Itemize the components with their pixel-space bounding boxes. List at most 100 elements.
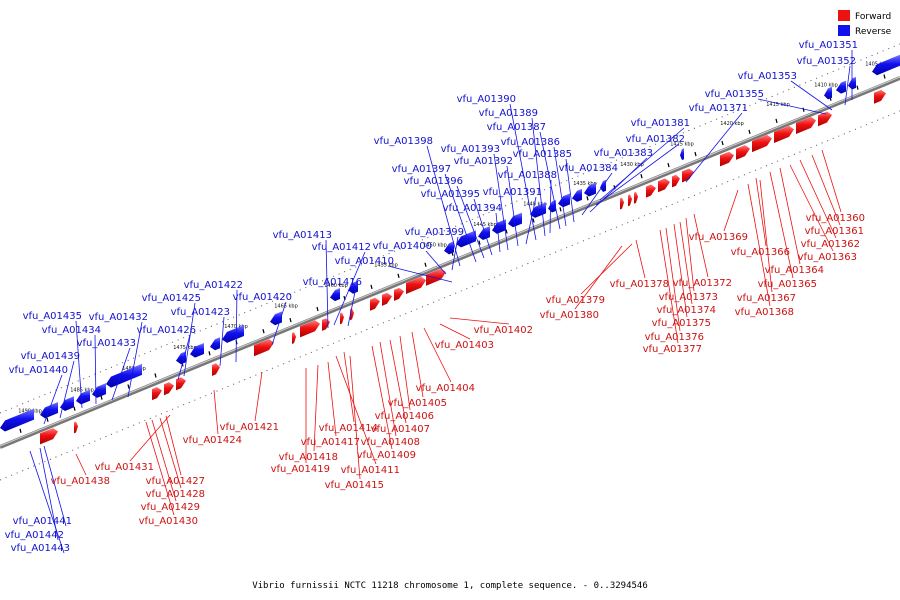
reverse-gene-label[interactable]: vfu_A01381 — [599, 118, 690, 201]
forward-gene-label[interactable]: vfu_A01428 — [146, 417, 205, 500]
gene-arrow[interactable] — [210, 337, 220, 351]
reverse-gene-label[interactable]: vfu_A01412 — [312, 242, 371, 326]
reverse-gene-label[interactable]: vfu_A01413 — [273, 230, 332, 329]
gene-arrow[interactable] — [456, 230, 476, 248]
gene-arrow[interactable] — [836, 80, 846, 94]
reverse-gene-label[interactable]: vfu_A01441 — [13, 445, 72, 527]
reverse-gene-label[interactable]: vfu_A01398 — [374, 136, 461, 267]
forward-gene-label[interactable]: vfu_A01409 — [357, 345, 416, 461]
reverse-gene-label[interactable]: vfu_A01399 — [405, 227, 464, 271]
reverse-gene-label[interactable]: vfu_A01386 — [501, 137, 567, 227]
gene-arrow[interactable] — [370, 297, 380, 311]
reverse-gene-label[interactable]: vfu_A01352 — [797, 56, 856, 106]
gene-arrow[interactable] — [300, 320, 320, 338]
reverse-gene-label[interactable]: vfu_A01383 — [589, 148, 653, 213]
reverse-gene-label[interactable]: vfu_A01387 — [487, 122, 561, 230]
gene-arrow[interactable] — [824, 86, 832, 100]
reverse-gene-label[interactable]: vfu_A01389 — [479, 108, 546, 237]
gene-arrow[interactable] — [92, 383, 106, 398]
forward-gene-label[interactable]: vfu_A01418 — [279, 364, 338, 463]
forward-gene-label[interactable]: vfu_A01364 — [765, 167, 824, 276]
gene-arrow[interactable] — [74, 421, 78, 434]
reverse-gene-label[interactable]: vfu_A01394 — [443, 203, 502, 253]
gene-arrow[interactable] — [548, 199, 556, 213]
gene-arrow[interactable] — [620, 197, 624, 210]
gene-arrow[interactable] — [270, 311, 282, 326]
reverse-gene-label[interactable]: vfu_A01435 — [23, 311, 83, 409]
reverse-gene-label[interactable]: vfu_A01385 — [513, 149, 575, 223]
forward-gene-label[interactable]: vfu_A01372 — [673, 213, 732, 289]
gene-arrow[interactable] — [406, 276, 426, 294]
forward-gene-label[interactable]: vfu_A01367 — [737, 179, 796, 304]
gene-arrow[interactable] — [190, 342, 204, 358]
reverse-gene-label[interactable]: vfu_A01353 — [738, 71, 833, 111]
forward-gene-label[interactable]: vfu_A01361 — [805, 154, 864, 237]
reverse-gene-label[interactable]: vfu_A01416 — [303, 277, 362, 327]
forward-gene-label[interactable]: vfu_A01365 — [758, 171, 817, 290]
gene-arrow[interactable] — [720, 151, 734, 167]
reverse-gene-label[interactable]: vfu_A01442 — [5, 447, 64, 541]
forward-gene-label[interactable]: vfu_A01404 — [416, 327, 475, 394]
forward-gene-label[interactable]: vfu_A01378 — [610, 239, 669, 290]
forward-gene-label[interactable]: vfu_A01429 — [141, 419, 200, 513]
gene-arrow[interactable] — [572, 188, 582, 202]
gene-arrow[interactable] — [212, 363, 220, 376]
gene-arrow[interactable] — [634, 191, 638, 204]
reverse-gene-label[interactable]: vfu_A01382 — [595, 134, 685, 206]
forward-gene-label[interactable]: vfu_A01419 — [271, 368, 330, 475]
forward-gene-label[interactable]: vfu_A01414 — [319, 351, 378, 434]
forward-gene-label[interactable]: vfu_A01360 — [806, 149, 865, 224]
reverse-gene-label[interactable]: vfu_A01395 — [421, 189, 493, 256]
reverse-gene-label[interactable]: vfu_A01440 — [9, 365, 68, 425]
gene-arrow[interactable] — [672, 174, 680, 188]
forward-gene-label[interactable]: vfu_A01411 — [335, 355, 400, 476]
gene-arrow[interactable] — [394, 287, 404, 301]
forward-gene-label[interactable]: vfu_A01407 — [371, 339, 430, 435]
gene-arrow[interactable] — [646, 184, 656, 198]
gene-arrow[interactable] — [426, 268, 446, 286]
gene-arrow[interactable] — [176, 377, 186, 391]
forward-gene-label[interactable]: vfu_A01402 — [449, 317, 533, 336]
forward-gene-label[interactable]: vfu_A01406 — [375, 335, 434, 422]
forward-gene-label[interactable]: vfu_A01375 — [652, 223, 711, 329]
gene-arrow[interactable] — [60, 396, 74, 411]
gene-arrow[interactable] — [292, 332, 296, 344]
gene-arrow[interactable] — [680, 148, 684, 161]
reverse-gene-label[interactable]: vfu_A01410 — [335, 256, 453, 283]
reverse-gene-label[interactable]: vfu_A01351 — [799, 40, 858, 100]
forward-gene-label[interactable]: vfu_A01424 — [183, 389, 242, 446]
reverse-gene-label[interactable]: vfu_A01425 — [142, 293, 201, 377]
reverse-gene-label[interactable]: vfu_A01439 — [21, 351, 80, 419]
gene-arrow[interactable] — [584, 182, 596, 197]
reverse-gene-label[interactable]: vfu_A01397 — [392, 164, 477, 263]
gene-arrow[interactable] — [628, 194, 632, 207]
gene-arrow[interactable] — [658, 178, 670, 193]
gene-arrow[interactable] — [752, 134, 772, 153]
forward-gene-label[interactable]: vfu_A01366 — [731, 177, 790, 258]
forward-gene-label[interactable]: vfu_A01403 — [435, 323, 494, 351]
gene-arrow[interactable] — [874, 89, 886, 104]
forward-gene-label[interactable]: vfu_A01427 — [146, 415, 205, 487]
reverse-gene-label[interactable]: vfu_A01432 — [89, 312, 148, 398]
forward-gene-label[interactable]: vfu_A01362 — [799, 159, 860, 250]
gene-arrow[interactable] — [492, 219, 506, 234]
gene-arrow[interactable] — [774, 125, 794, 144]
forward-gene-label[interactable]: vfu_A01363 — [789, 164, 857, 263]
gene-arrow[interactable] — [322, 318, 330, 331]
forward-gene-label[interactable]: vfu_A01438 — [51, 453, 110, 487]
reverse-gene-label[interactable]: vfu_A01426 — [137, 325, 196, 381]
forward-gene-label[interactable]: vfu_A01421 — [220, 371, 279, 433]
gene-arrow[interactable] — [340, 312, 344, 325]
gene-arrow[interactable] — [76, 389, 90, 405]
gene-arrow[interactable] — [682, 168, 694, 183]
reverse-gene-label[interactable]: vfu_A01355 — [705, 89, 827, 115]
gene-arrow[interactable] — [736, 145, 750, 160]
gene-arrow[interactable] — [508, 212, 522, 228]
reverse-gene-label[interactable]: vfu_A01393 — [441, 144, 509, 251]
gene-arrow[interactable] — [796, 116, 816, 135]
gene-arrow[interactable] — [0, 408, 34, 432]
forward-gene-label[interactable]: vfu_A01377 — [643, 229, 702, 355]
gene-arrow[interactable] — [330, 288, 340, 302]
gene-arrow[interactable] — [176, 351, 186, 365]
reverse-gene-label[interactable]: vfu_A01423 — [171, 307, 230, 367]
